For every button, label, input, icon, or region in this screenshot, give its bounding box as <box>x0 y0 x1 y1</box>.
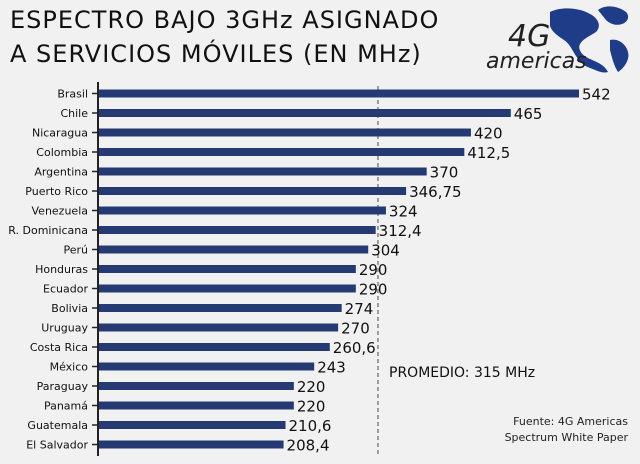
bar <box>99 89 579 98</box>
category-label: Costa Rica <box>30 341 88 354</box>
category-label: Bolivia <box>51 302 88 315</box>
value-label: 290 <box>359 261 388 279</box>
value-label: 370 <box>430 164 459 182</box>
value-label: 210,6 <box>289 417 332 435</box>
category-label: Guatemala <box>27 419 88 432</box>
category-label: Nicaragua <box>32 127 88 140</box>
category-label: Colombia <box>36 146 88 159</box>
bar <box>99 187 407 195</box>
logo-brand-number: 4G <box>508 19 550 54</box>
bar <box>99 148 465 156</box>
value-label: 290 <box>359 281 388 299</box>
average-label: PROMEDIO: 315 MHz <box>389 365 535 381</box>
category-label: Uruguay <box>41 322 88 335</box>
bar <box>99 421 286 429</box>
americas-globe-logo-icon: 4G americas <box>486 6 629 74</box>
category-label: Panamá <box>44 400 88 413</box>
category-label: R. Dominicana <box>8 224 88 237</box>
bar <box>99 343 330 351</box>
source-line-2: Spectrum White Paper <box>504 431 628 444</box>
value-label: 324 <box>389 203 418 221</box>
bar <box>99 382 294 390</box>
bar <box>99 401 294 410</box>
bar <box>99 245 369 254</box>
category-label: El Salvador <box>26 439 88 452</box>
category-label: Honduras <box>35 263 88 276</box>
bar <box>99 265 356 273</box>
value-label: 346,75 <box>409 183 462 201</box>
category-label: México <box>50 361 89 374</box>
category-label: Venezuela <box>32 205 89 218</box>
category-label: Ecuador <box>43 283 88 296</box>
category-label: Puerto Rico <box>25 185 88 198</box>
source-note: Fuente: 4G Americas Spectrum White Paper <box>505 414 628 446</box>
category-label: Perú <box>63 244 88 257</box>
value-label: 420 <box>474 125 503 143</box>
bar <box>99 128 471 137</box>
category-label: Argentina <box>34 166 88 179</box>
category-label: Paraguay <box>37 380 89 393</box>
title-line-1: ESPECTRO BAJO 3GHz ASIGNADO <box>10 6 440 34</box>
bar <box>99 206 386 215</box>
bar <box>99 323 339 332</box>
category-label: Chile <box>60 107 88 120</box>
value-label: 312,4 <box>379 222 422 240</box>
value-label: 304 <box>371 242 400 260</box>
source-line-1: Fuente: 4G Americas <box>513 415 628 428</box>
value-label: 243 <box>317 359 346 377</box>
bar <box>99 440 284 449</box>
value-label: 542 <box>582 86 611 104</box>
value-label: 220 <box>297 398 326 416</box>
category-label: Brasil <box>57 88 88 101</box>
value-label: 274 <box>345 300 374 318</box>
bar <box>99 226 376 234</box>
value-label: 270 <box>341 320 370 338</box>
value-label: 220 <box>297 378 326 396</box>
bar <box>99 362 315 371</box>
value-label: 465 <box>514 105 543 123</box>
title-line-2: A SERVICIOS MÓVILES (EN MHz) <box>10 40 422 68</box>
bar <box>99 109 511 117</box>
bar <box>99 167 427 176</box>
bar <box>99 304 342 312</box>
value-label: 412,5 <box>467 144 510 162</box>
value-label: 260,6 <box>333 339 376 357</box>
logo-brand-name: americas <box>486 49 587 74</box>
value-label: 208,4 <box>287 437 330 455</box>
bar <box>99 284 356 293</box>
